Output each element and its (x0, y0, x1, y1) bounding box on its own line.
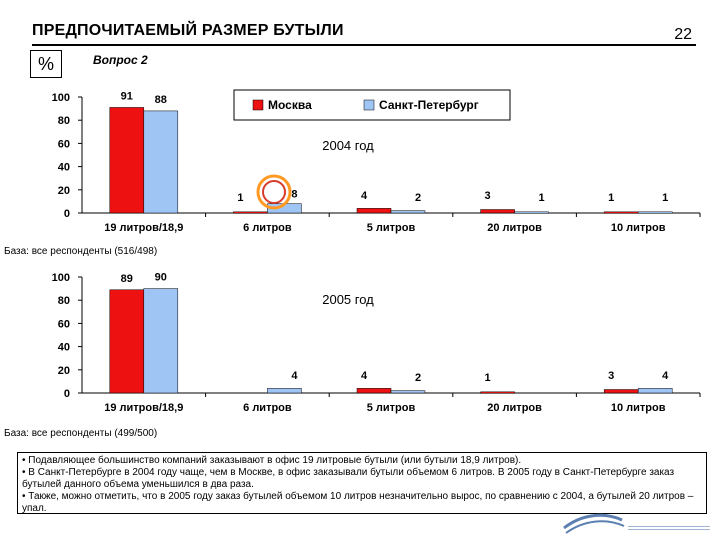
bar-moscow (109, 289, 145, 394)
bar-moscow (480, 391, 515, 394)
bar-spb (514, 211, 549, 214)
data-label: 4 (361, 190, 368, 202)
page-title: ПРЕДПОЧИТАЕМЫЙ РАЗМЕР БУТЫЛИ (32, 22, 344, 39)
bar-spb (143, 110, 179, 214)
data-label: 3 (608, 370, 614, 382)
x-tick-label: 5 литров (367, 222, 416, 234)
x-tick-label: 5 литров (367, 402, 416, 414)
data-label: 2 (415, 192, 421, 204)
bar-moscow (356, 208, 392, 214)
y-tick-label: 20 (58, 185, 70, 197)
x-tick-label: 10 литров (611, 222, 666, 234)
x-tick-label: 20 литров (487, 402, 542, 414)
y-tick-label: 40 (58, 342, 70, 354)
legend-label-moscow: Москва (268, 98, 312, 112)
x-tick-label: 6 литров (243, 222, 292, 234)
y-tick-label: 60 (58, 318, 70, 330)
bar-spb (390, 210, 426, 214)
y-tick-label: 60 (58, 138, 70, 150)
x-tick-label: 6 литров (243, 402, 292, 414)
x-tick-label: 10 литров (611, 402, 666, 414)
data-label: 1 (485, 372, 491, 384)
bar-spb (637, 211, 673, 214)
data-label: 1 (662, 192, 668, 204)
bar-moscow (109, 107, 145, 214)
data-label: 1 (237, 192, 243, 204)
data-label: 91 (121, 90, 133, 102)
bar-moscow (603, 389, 639, 394)
y-tick-label: 80 (58, 115, 70, 127)
x-tick-label: 19 литров/18,9 (104, 402, 183, 414)
data-label: 2 (415, 372, 421, 384)
y-tick-label: 20 (58, 365, 70, 377)
finding-3: • Также, можно отметить, что в 2005 году… (22, 491, 694, 514)
base-note-2004: База: все респонденты (516/498) (4, 246, 158, 257)
bar-moscow (603, 211, 639, 214)
company-logo (563, 513, 710, 534)
finding-1: • Подавляющее большинство компаний заказ… (22, 455, 522, 466)
page-number: 22 (674, 26, 692, 43)
x-tick-label: 19 литров/18,9 (104, 222, 183, 234)
data-label: 90 (155, 272, 167, 284)
x-tick-label: 20 литров (487, 222, 542, 234)
y-tick-label: 40 (58, 162, 70, 174)
legend-swatch-moscow (252, 99, 264, 111)
data-label: 4 (662, 370, 669, 382)
y-tick-label: 80 (58, 295, 70, 307)
percent-badge: % (30, 50, 62, 78)
bar-spb (143, 288, 179, 394)
title-divider (32, 44, 696, 46)
bar-moscow (233, 211, 268, 214)
data-label: 1 (608, 192, 614, 204)
bar-spb (637, 388, 673, 394)
chart-2005: 0 20 40 60 80 100 19 литров/18,9 89 90 6 литров 4 5… (52, 272, 701, 414)
chart-2004: 0 20 40 60 80 100 19 литров/18,9 91 88 6 литров 1 8… (52, 89, 701, 234)
y-tick-label: 100 (52, 92, 70, 104)
finding-2: • В Санкт-Петербурге в 2004 году чаще, ч… (22, 467, 675, 490)
findings-box: • Подавляющее большинство компаний заказ… (17, 452, 707, 514)
data-label: 88 (155, 94, 167, 106)
data-label: 3 (485, 190, 491, 202)
data-label: 4 (291, 370, 298, 382)
highlight-circle-inner (262, 180, 286, 204)
bar-moscow (356, 388, 392, 394)
y-tick-label: 100 (52, 272, 70, 284)
question-label: Вопрос 2 (93, 53, 148, 67)
highlight-circle-outer (256, 174, 292, 210)
y-tick-label: 0 (64, 388, 70, 400)
bar-spb (390, 390, 426, 394)
data-label: 4 (361, 370, 368, 382)
data-label: 1 (539, 192, 545, 204)
legend-swatch-spb (363, 99, 375, 111)
y-tick-label: 0 (64, 208, 70, 220)
chart-title: 2005 год (322, 292, 374, 307)
chart-title: 2004 год (322, 138, 374, 153)
legend-label-spb: Санкт-Петербург (379, 98, 479, 112)
bar-spb (267, 388, 302, 394)
base-note-2005: База: все респонденты (499/500) (4, 428, 158, 439)
data-label: 89 (121, 273, 133, 285)
bar-moscow (480, 209, 515, 214)
data-label: 8 (291, 189, 297, 201)
